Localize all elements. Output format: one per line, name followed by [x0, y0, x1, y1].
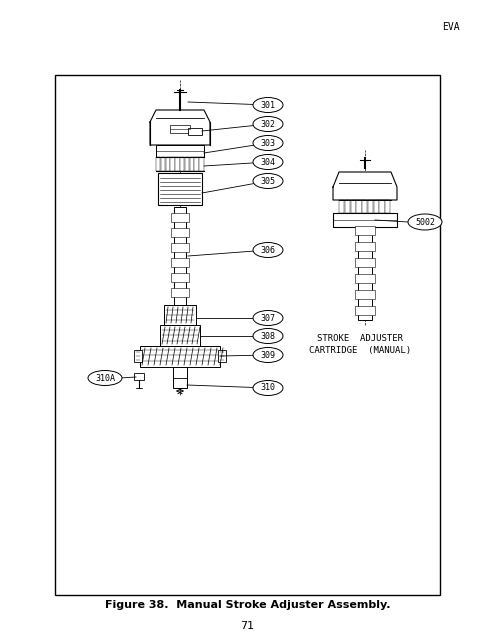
Ellipse shape: [253, 348, 283, 362]
Bar: [140, 346, 220, 367]
Bar: [180, 157, 184, 171]
Bar: [134, 373, 144, 380]
Bar: [355, 274, 375, 283]
Bar: [160, 325, 200, 346]
Text: 305: 305: [260, 177, 276, 186]
Ellipse shape: [253, 116, 283, 131]
Bar: [171, 258, 189, 267]
Ellipse shape: [253, 173, 283, 189]
Ellipse shape: [253, 136, 283, 150]
Bar: [185, 157, 189, 171]
Bar: [355, 242, 375, 251]
Text: 301: 301: [260, 100, 276, 109]
Bar: [355, 306, 375, 315]
Text: 306: 306: [260, 246, 276, 255]
Text: 303: 303: [260, 138, 276, 147]
Bar: [170, 125, 190, 133]
Bar: [385, 200, 391, 213]
Bar: [355, 290, 375, 299]
Text: CARTRIDGE  (MANUAL): CARTRIDGE (MANUAL): [309, 346, 411, 355]
Text: 310A: 310A: [95, 374, 115, 383]
Ellipse shape: [88, 371, 122, 385]
Bar: [134, 350, 142, 362]
Bar: [374, 200, 379, 213]
Text: 308: 308: [260, 332, 276, 340]
Bar: [190, 157, 194, 171]
Bar: [362, 200, 367, 213]
Bar: [156, 145, 204, 157]
Bar: [170, 157, 175, 171]
Ellipse shape: [253, 310, 283, 326]
Bar: [161, 157, 165, 171]
Bar: [358, 227, 372, 320]
Ellipse shape: [253, 243, 283, 257]
Bar: [380, 200, 385, 213]
Ellipse shape: [253, 97, 283, 113]
Bar: [333, 213, 397, 227]
Bar: [175, 157, 180, 171]
Bar: [188, 128, 202, 135]
Bar: [171, 288, 189, 297]
Bar: [174, 207, 186, 305]
Ellipse shape: [408, 214, 442, 230]
Bar: [171, 228, 189, 237]
Bar: [156, 157, 160, 171]
Bar: [350, 200, 356, 213]
Ellipse shape: [253, 328, 283, 344]
Bar: [171, 273, 189, 282]
Text: STROKE  ADJUSTER: STROKE ADJUSTER: [317, 333, 403, 342]
Bar: [171, 213, 189, 222]
Bar: [55, 75, 440, 595]
Bar: [339, 200, 345, 213]
Bar: [171, 243, 189, 252]
Polygon shape: [150, 110, 210, 145]
Bar: [356, 200, 362, 213]
Text: 310: 310: [260, 383, 276, 392]
Text: 71: 71: [241, 621, 254, 631]
Bar: [218, 350, 226, 362]
Bar: [166, 157, 170, 171]
Text: 5002: 5002: [415, 218, 435, 227]
Bar: [355, 258, 375, 267]
Bar: [345, 200, 350, 213]
Text: Figure 38.  Manual Stroke Adjuster Assembly.: Figure 38. Manual Stroke Adjuster Assemb…: [105, 600, 390, 610]
Ellipse shape: [253, 154, 283, 170]
Text: 302: 302: [260, 120, 276, 129]
Text: 307: 307: [260, 314, 276, 323]
Bar: [195, 157, 198, 171]
Ellipse shape: [253, 381, 283, 396]
Bar: [158, 173, 202, 205]
Bar: [368, 200, 373, 213]
Text: 309: 309: [260, 351, 276, 360]
Text: EVA: EVA: [442, 22, 459, 33]
Polygon shape: [333, 172, 397, 200]
Bar: [355, 226, 375, 235]
Bar: [164, 305, 196, 325]
Bar: [199, 157, 203, 171]
Bar: [173, 367, 187, 388]
Text: 304: 304: [260, 157, 276, 166]
